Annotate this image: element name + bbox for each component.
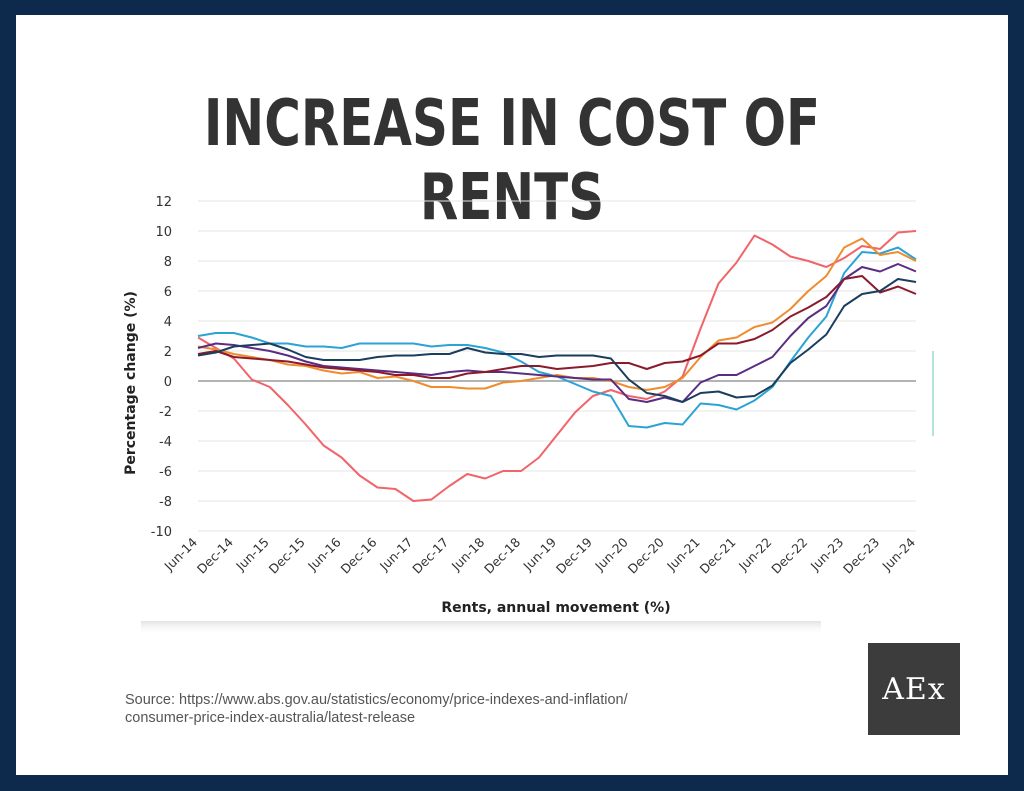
x-tick-label: Jun-23: [807, 535, 847, 575]
x-tick-label: Dec-18: [481, 534, 523, 576]
y-tick-label: 0: [164, 375, 172, 390]
x-axis-ticks: Jun-14Dec-14Jun-15Dec-15Jun-16Dec-16Jun-…: [161, 534, 919, 576]
source-line-2: consumer-price-index-australia/latest-re…: [125, 710, 416, 726]
content-card: INCREASE IN COST OF RENTS 12 10 8 6 4 2 0 -2 -4 -…: [16, 15, 1008, 775]
x-tick-label: Jun-14: [161, 534, 201, 574]
gridlines: [198, 200, 916, 532]
x-tick-label: Dec-23: [840, 535, 882, 577]
series-lines: [197, 230, 917, 502]
x-tick-label: Jun-22: [735, 535, 775, 575]
y-tick-label: -6: [159, 465, 172, 480]
series-line-2: [197, 246, 917, 429]
y-tick-label: 6: [164, 285, 172, 300]
y-tick-label: -4: [159, 435, 172, 450]
chart-shadow: [141, 621, 821, 635]
series-line-1: [197, 230, 917, 502]
y-tick-label: -2: [159, 405, 172, 420]
series-line-4: [197, 263, 917, 403]
x-tick-label: Jun-15: [232, 535, 272, 575]
x-tick-label: Dec-14: [194, 534, 236, 576]
x-tick-label: Dec-17: [409, 535, 451, 577]
x-tick-label: Jun-19: [520, 534, 560, 574]
y-tick-label: 8: [164, 255, 172, 270]
page-title: INCREASE IN COST OF RENTS: [203, 87, 821, 235]
x-tick-label: Dec-22: [768, 535, 810, 577]
y-tick-label: -8: [159, 495, 172, 510]
x-tick-label: Jun-24: [879, 534, 919, 574]
y-tick-label: 10: [155, 225, 172, 240]
y-tick-label: 12: [155, 195, 172, 210]
source-text: Source: https://www.abs.gov.au/statistic…: [125, 691, 765, 727]
x-tick-label: Jun-18: [448, 534, 488, 574]
x-tick-label: Dec-20: [625, 534, 667, 576]
y-axis-label: Percentage change (%): [123, 291, 139, 475]
x-tick-label: Dec-16: [337, 534, 379, 576]
y-tick-label: 2: [164, 345, 172, 360]
x-tick-label: Jun-20: [591, 534, 631, 574]
y-tick-label: -10: [151, 525, 172, 540]
y-tick-label: 4: [164, 315, 172, 330]
source-line-1: Source: https://www.abs.gov.au/statistic…: [125, 692, 628, 708]
series-line-3: [197, 237, 917, 391]
x-tick-label: Jun-21: [663, 535, 703, 575]
x-tick-label: Dec-21: [696, 535, 738, 577]
x-tick-label: Dec-15: [266, 535, 308, 577]
series-line-5: [197, 275, 917, 379]
aex-logo: AEx: [868, 643, 960, 735]
x-axis-label: Rents, annual movement (%): [441, 600, 670, 616]
y-axis-ticks: 12 10 8 6 4 2 0 -2 -4 -6 -8 -10: [151, 195, 172, 540]
x-tick-label: Jun-16: [304, 534, 344, 574]
x-tick-label: Jun-17: [376, 535, 416, 575]
series-line-6: [197, 278, 917, 403]
x-tick-label: Dec-19: [553, 534, 595, 576]
